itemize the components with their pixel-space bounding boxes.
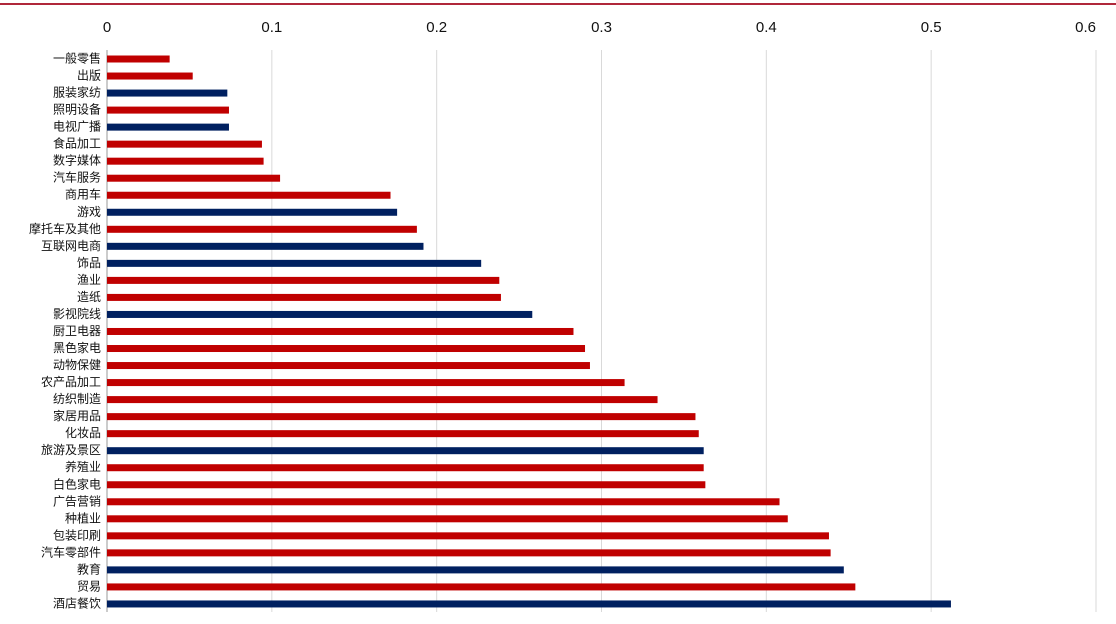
bar — [107, 464, 704, 472]
bar — [107, 532, 829, 540]
y-tick-label: 包装印刷 — [53, 528, 101, 542]
bar — [107, 123, 229, 131]
bar — [107, 259, 482, 267]
bar — [107, 481, 706, 489]
bar — [107, 208, 398, 216]
x-tick-label: 0.6 — [1075, 19, 1096, 36]
y-tick-label: 纺织制造 — [53, 392, 101, 406]
bar — [107, 140, 262, 148]
y-tick-label: 动物保健 — [53, 358, 101, 372]
y-tick-label: 饰品 — [77, 256, 101, 270]
bar — [107, 310, 533, 318]
bar — [107, 327, 574, 335]
bar — [107, 89, 228, 97]
y-tick-label: 游戏 — [77, 205, 101, 219]
bar — [107, 600, 951, 608]
y-tick-label: 照明设备 — [53, 103, 101, 117]
plot: 一般零售出版服装家纺照明设备电视广播食品加工数字媒体汽车服务商用车游戏摩托车及其… — [29, 51, 951, 610]
y-tick-label: 汽车服务 — [53, 170, 101, 185]
bar — [107, 191, 391, 199]
y-tick-label: 摩托车及其他 — [29, 221, 101, 236]
bar — [107, 515, 788, 523]
y-tick-label: 广告营销 — [53, 494, 101, 508]
y-tick-label: 酒店餐饮 — [53, 595, 101, 610]
bar — [107, 55, 170, 63]
y-tick-label: 出版 — [77, 69, 101, 83]
bar — [107, 549, 831, 557]
x-tick-label: 0.1 — [261, 19, 282, 36]
bar — [107, 379, 625, 387]
y-tick-label: 家居用品 — [53, 408, 101, 423]
y-tick-label: 贸易 — [77, 579, 101, 593]
bar — [107, 106, 229, 114]
y-tick-label: 农产品加工 — [41, 375, 101, 389]
y-tick-label: 数字媒体 — [53, 153, 101, 168]
y-tick-label: 一般零售 — [53, 51, 101, 66]
y-tick-label: 互联网电商 — [41, 238, 101, 253]
bar — [107, 242, 424, 250]
y-tick-label: 养殖业 — [65, 459, 101, 474]
y-tick-label: 旅游及景区 — [41, 443, 101, 457]
y-tick-label: 造纸 — [77, 290, 101, 304]
bar — [107, 157, 264, 165]
y-tick-label: 化妆品 — [65, 426, 101, 440]
bar — [107, 566, 844, 574]
y-tick-label: 厨卫电器 — [53, 324, 101, 338]
x-tick-label: 0.5 — [921, 19, 942, 36]
x-tick-label: 0.2 — [426, 19, 447, 36]
y-tick-label: 教育 — [77, 561, 101, 576]
x-tick-label: 0.4 — [756, 19, 777, 36]
y-tick-label: 影视院线 — [53, 306, 101, 321]
bar — [107, 413, 696, 421]
y-tick-label: 白色家电 — [53, 476, 101, 491]
bar — [107, 362, 590, 370]
y-tick-label: 黑色家电 — [53, 340, 101, 355]
y-tick-label: 汽车零部件 — [41, 544, 101, 559]
x-tick-label: 0 — [103, 19, 111, 36]
bar — [107, 447, 704, 455]
bar — [107, 396, 658, 404]
y-tick-label: 渔业 — [77, 273, 101, 287]
x-tick-label: 0.3 — [591, 19, 612, 36]
y-tick-label: 电视广播 — [53, 119, 101, 134]
y-tick-label: 种植业 — [65, 510, 101, 525]
bar — [107, 276, 500, 284]
y-tick-label: 服装家纺 — [53, 85, 101, 100]
y-tick-label: 食品加工 — [53, 136, 101, 151]
bar — [107, 498, 780, 506]
bar — [107, 583, 856, 591]
bar — [107, 345, 586, 353]
bar — [107, 225, 417, 233]
bar — [107, 293, 501, 301]
bar — [107, 430, 699, 438]
bar — [107, 174, 281, 182]
y-tick-label: 商用车 — [65, 187, 101, 202]
bar — [107, 72, 193, 80]
